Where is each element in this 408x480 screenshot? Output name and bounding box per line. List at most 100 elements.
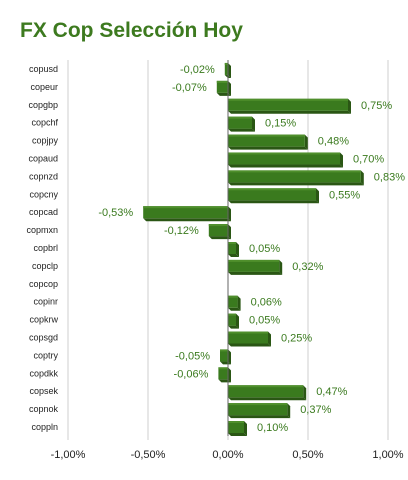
bar: [228, 152, 340, 165]
data-label: 0,47%: [316, 386, 347, 398]
bar-copmxn: [208, 224, 231, 240]
category-label: copnok: [29, 404, 59, 414]
data-label: -0,12%: [164, 225, 199, 237]
bar-side: [228, 80, 231, 96]
data-label: 0,15%: [265, 118, 296, 130]
bar: [224, 62, 228, 75]
data-label: 0,37%: [300, 404, 331, 416]
bar-side: [244, 421, 247, 437]
bar-side: [236, 313, 239, 329]
category-label: copaud: [28, 153, 58, 163]
bar: [228, 421, 244, 434]
bar-side: [228, 349, 231, 365]
data-label: 0,83%: [374, 171, 405, 183]
category-label: copnzd: [29, 171, 58, 181]
category-label: coppln: [31, 422, 58, 432]
bar-copcad: [143, 206, 231, 222]
category-label: copgbp: [28, 100, 58, 110]
bar-highlight: [208, 224, 228, 227]
x-tick-label: 0,00%: [212, 449, 243, 461]
bar-copclp: [228, 259, 283, 275]
bar-copcny: [228, 188, 319, 204]
bar: [228, 98, 348, 111]
bar-bottom: [228, 325, 239, 329]
bar-highlight: [228, 259, 280, 262]
data-label: -0,02%: [180, 64, 215, 76]
bar: [228, 295, 238, 308]
data-label: -0,06%: [174, 368, 209, 380]
bar: [218, 367, 228, 380]
bar-side: [237, 295, 241, 311]
bar-copdkk: [218, 367, 231, 383]
bar-bottom: [228, 164, 343, 168]
bar-bottom: [228, 271, 283, 275]
bar: [228, 385, 304, 398]
bar-highlight: [218, 367, 228, 370]
bar-copchf: [228, 116, 255, 132]
bar-highlight: [220, 349, 228, 352]
bar-copsek: [228, 385, 307, 401]
bar-side: [303, 385, 307, 401]
category-label: copmxn: [26, 225, 58, 235]
category-label: copbrl: [33, 243, 58, 253]
category-label: copusd: [29, 64, 58, 74]
bar-highlight: [228, 313, 236, 316]
bar-bottom: [228, 343, 271, 347]
bar-highlight: [228, 331, 268, 334]
bar-highlight: [228, 242, 236, 244]
bar: [228, 403, 288, 416]
bar: [228, 134, 305, 147]
x-tick-label: 1,00%: [372, 449, 403, 461]
bar-side: [268, 331, 271, 347]
bar-highlight: [228, 385, 304, 388]
bar-bottom: [208, 236, 231, 240]
data-label: 0,48%: [318, 136, 349, 148]
bar: [143, 206, 228, 219]
bar: [228, 116, 252, 129]
bar: [216, 80, 228, 93]
data-label: -0,05%: [175, 350, 210, 362]
bar-bottom: [228, 182, 364, 186]
bar-bottom: [228, 254, 239, 257]
bar: [228, 242, 236, 254]
category-label: copcad: [29, 207, 58, 217]
category-label: copchf: [31, 118, 58, 128]
x-tick-label: -1,00%: [51, 449, 86, 461]
bar-bottom: [143, 218, 231, 222]
bar: [228, 313, 236, 326]
bar-copinr: [228, 295, 241, 311]
bar: [228, 188, 316, 201]
data-label: 0,55%: [329, 189, 360, 201]
bar-copkrw: [228, 313, 239, 329]
data-label: -0,53%: [98, 207, 133, 219]
chart-title: FX Cop Selección Hoy: [20, 19, 243, 42]
bar-bottom: [228, 307, 241, 311]
category-label: copsek: [29, 386, 58, 396]
bar-side: [304, 134, 308, 150]
bar: [208, 224, 228, 237]
bar-highlight: [224, 62, 228, 65]
bar-copeur: [216, 80, 231, 96]
data-label: 0,75%: [361, 100, 392, 112]
bar: [228, 331, 268, 344]
category-label: copjpy: [32, 136, 59, 146]
data-label: 0,70%: [353, 153, 384, 165]
data-label: -0,07%: [172, 82, 207, 94]
category-label: coptry: [33, 350, 58, 360]
bar-side: [279, 259, 283, 275]
bar-side: [316, 188, 319, 204]
data-label: 0,06%: [251, 297, 282, 309]
bar-bottom: [228, 146, 308, 150]
data-label: 0,25%: [281, 333, 312, 345]
x-tick-label: -0,50%: [131, 449, 166, 461]
bar-bottom: [216, 92, 231, 96]
bar-highlight: [228, 403, 288, 406]
bar-side: [348, 98, 351, 114]
data-label: 0,10%: [257, 422, 288, 434]
bar-copjpy: [228, 134, 308, 150]
category-label: copeur: [30, 82, 58, 92]
bar-highlight: [228, 116, 252, 119]
bar-highlight: [228, 421, 244, 424]
bar-side: [360, 170, 364, 186]
